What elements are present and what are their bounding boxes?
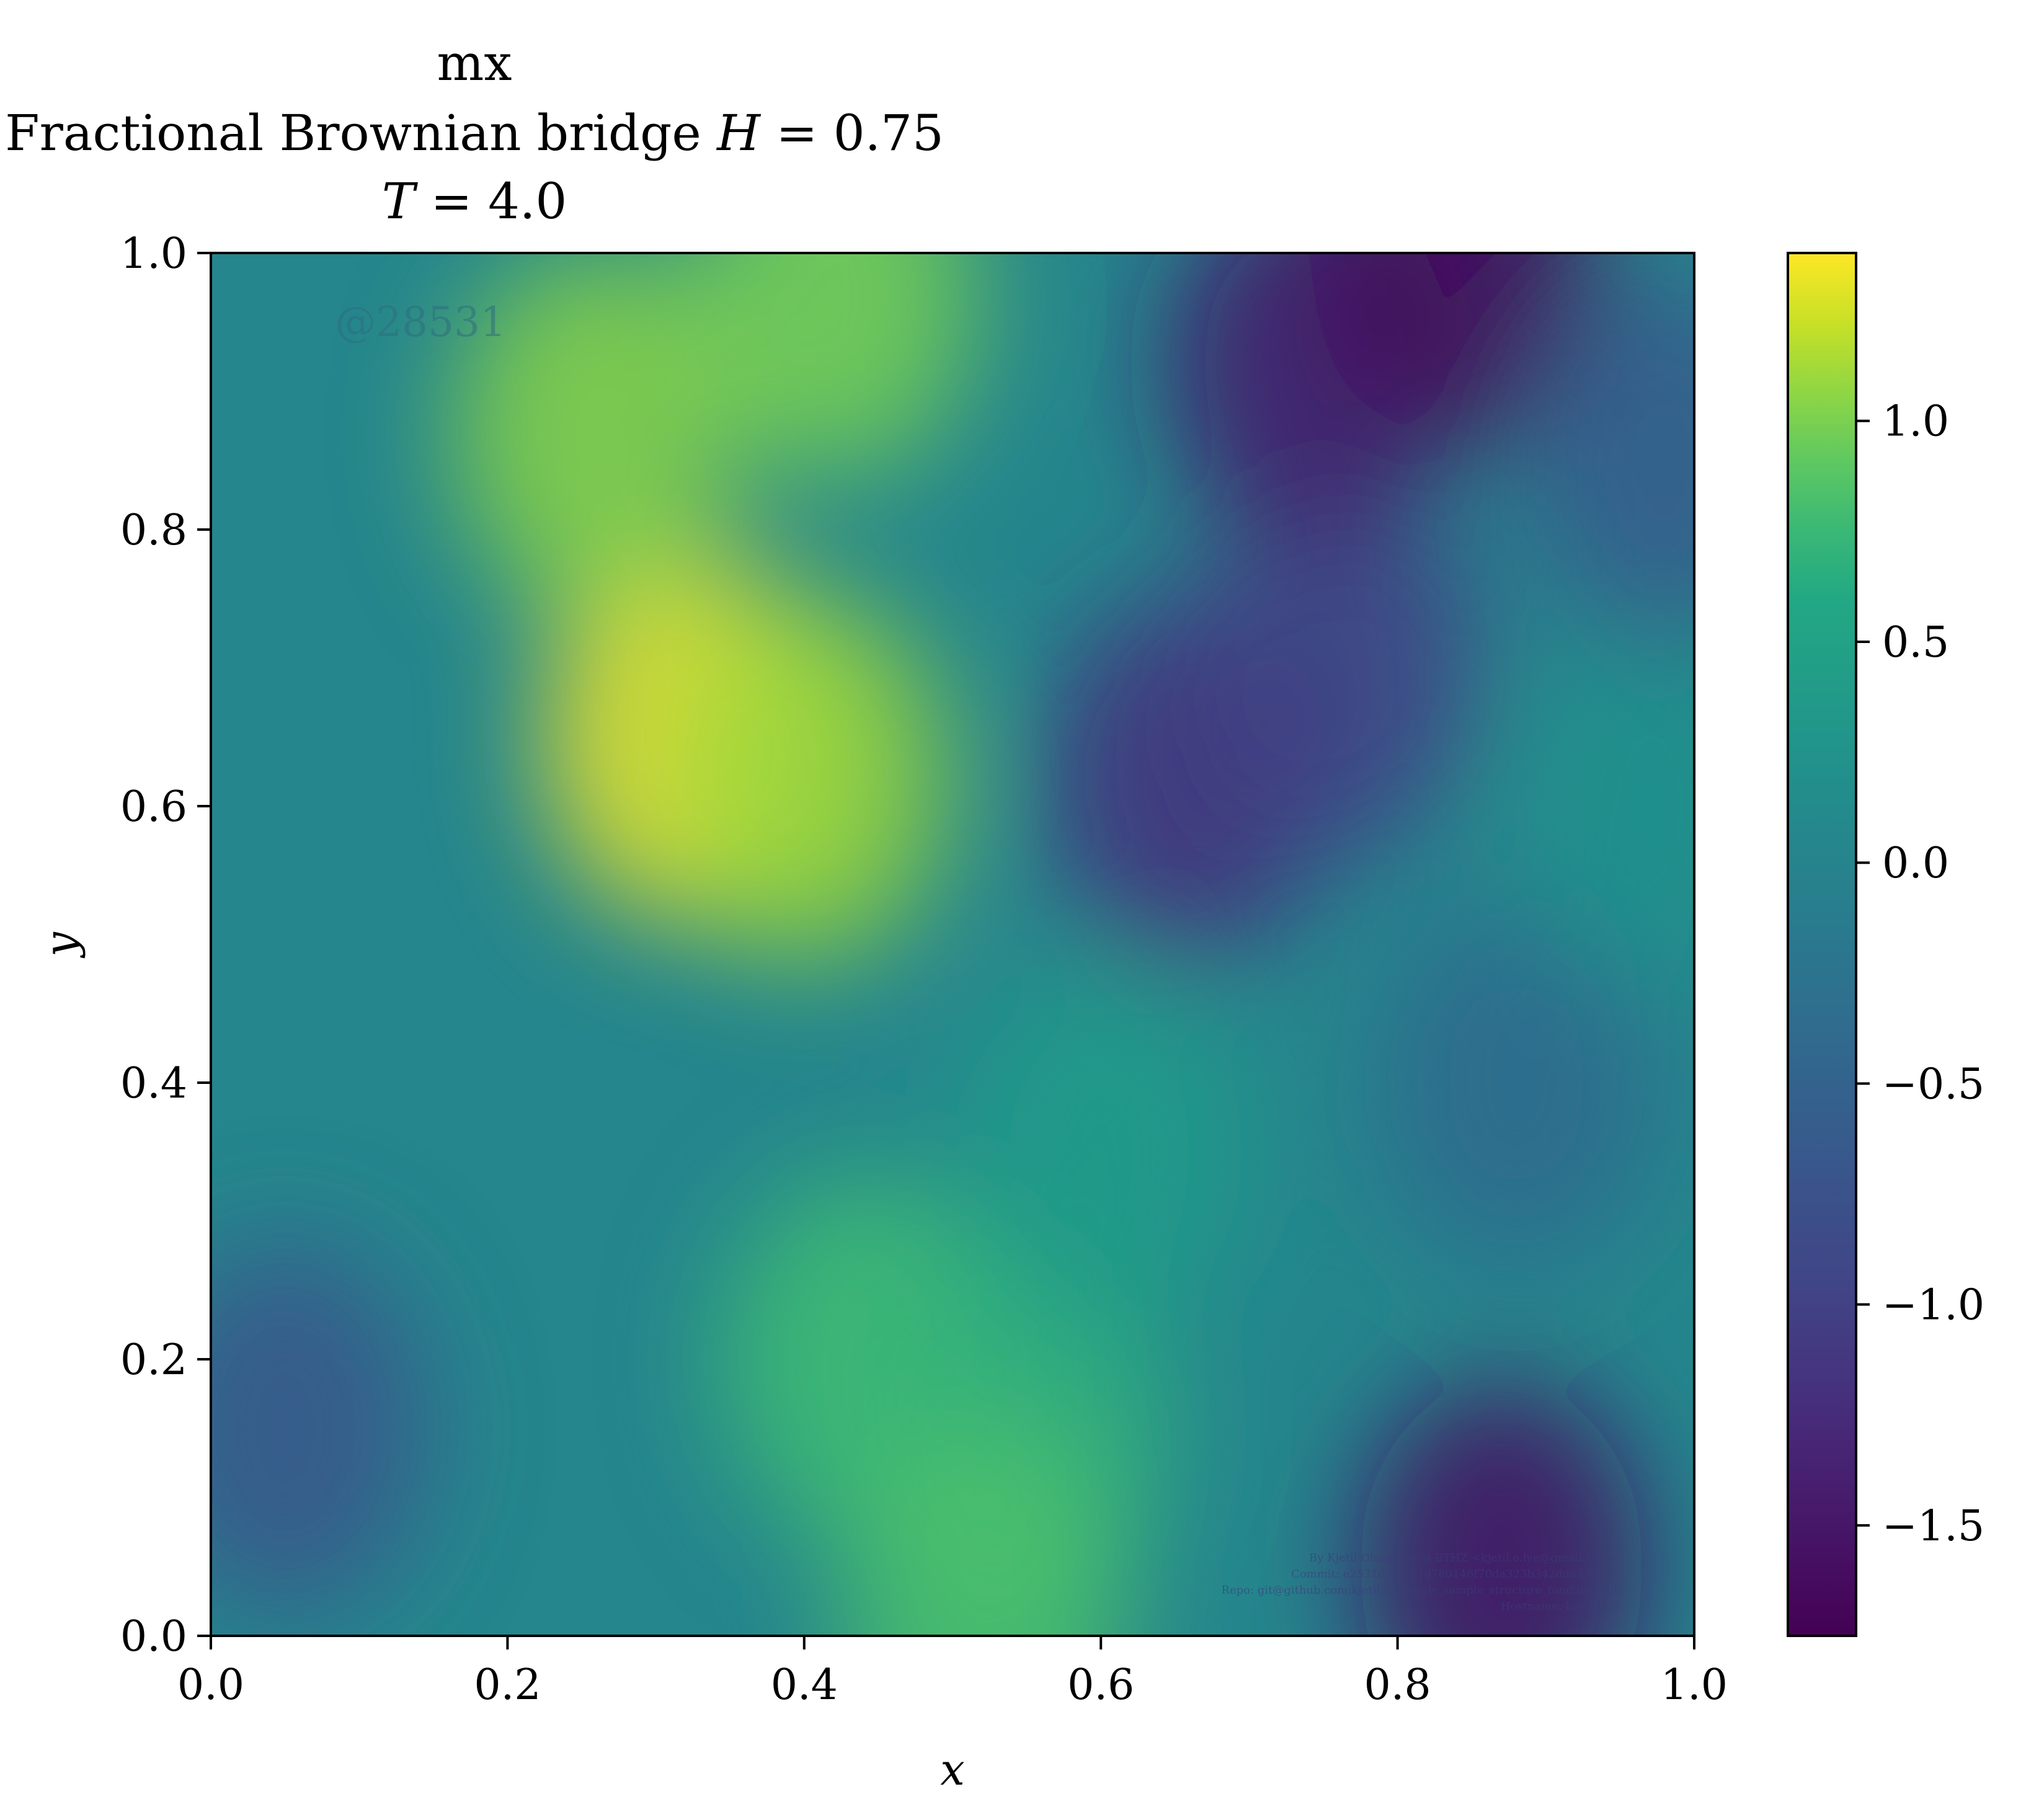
colorbar-tick-label: 0.5 (1882, 618, 1949, 667)
field-feature (1359, 1380, 1644, 1636)
field-feature (1507, 620, 1694, 992)
colorbar-tick-label: 0.0 (1882, 839, 1949, 888)
colorbar-tick-label: 1.0 (1882, 397, 1949, 446)
field-feature (958, 965, 1244, 1338)
metadata-watermark: By Kjetil Olsen Lye @ ETHZ <kjetil.o.lye… (1221, 1551, 1619, 1613)
y-axis: 0.0 0.2 0.4 0.6 0.8 1.0 (120, 229, 211, 1661)
title-line2-var: H (717, 104, 760, 162)
title-line2-prefix: Fractional Brownian bridge (5, 104, 718, 162)
colorbar-ticks: 1.0 0.5 0.0 −0.5 −1.0 −1.5 (1856, 397, 1984, 1551)
chart-title-line2: Fractional Brownian bridge H = 0.75 (0, 109, 949, 158)
x-tick-label: 0.6 (1067, 1661, 1134, 1710)
y-tick-label: 0.4 (120, 1059, 187, 1108)
y-axis-label: y (35, 931, 86, 959)
title-line3-suffix: = 4.0 (415, 172, 567, 230)
field-feature (1314, 253, 1600, 453)
colorbar-tick-label: −0.5 (1882, 1060, 1984, 1109)
colorbar-frame (1787, 252, 1857, 1637)
field-feature (1373, 897, 1659, 1269)
colorbar: 1.0 0.5 0.0 −0.5 −1.0 −1.5 (1787, 252, 1984, 1637)
title-line3-var: T (381, 172, 415, 230)
x-axis: 0.0 0.2 0.4 0.6 0.8 1.0 (177, 1636, 1728, 1710)
plot-frame (210, 252, 1695, 1637)
chart-title-line1: mx (437, 34, 512, 92)
heatmap (211, 253, 1694, 1636)
x-tick-label: 0.4 (771, 1661, 838, 1710)
y-tick-label: 0.0 (120, 1612, 187, 1661)
y-tick-label: 0.8 (120, 506, 187, 555)
field-feature (839, 1422, 1125, 1636)
field-feature (1522, 274, 1694, 647)
metadata-line: By Kjetil Olsen Lye @ ETHZ <kjetil.o.lye… (1309, 1551, 1619, 1565)
field-feature (691, 253, 977, 481)
metadata-line: Repo: git@github.com:kjetil-lye/single_s… (1221, 1584, 1619, 1597)
colorbar-tick-label: −1.0 (1882, 1281, 1984, 1330)
field-feature (661, 592, 947, 965)
field-feature (453, 253, 739, 619)
field-feature (211, 1242, 428, 1615)
x-tick-label: 0.8 (1364, 1661, 1431, 1710)
y-tick-label: 0.2 (120, 1336, 187, 1385)
x-axis-label: x (940, 1744, 964, 1795)
x-tick-label: 0.2 (474, 1661, 541, 1710)
field-feature (1195, 482, 1481, 854)
x-tick-label: 1.0 (1661, 1661, 1728, 1710)
metadata-line: Hostname: lo-a2-058 (1501, 1600, 1619, 1613)
heatmap-field (211, 253, 1694, 1636)
x-tick-label: 0.0 (177, 1661, 244, 1710)
title-line2-suffix: = 0.75 (760, 104, 944, 162)
colorbar-fill (1788, 253, 1856, 1636)
chart-title-line3: T = 4.0 (0, 177, 949, 226)
colorbar-tick-label: −1.5 (1882, 1502, 1984, 1551)
metadata-line: Commit: e2531d56c4f10780146f70da323b342d… (1291, 1568, 1619, 1581)
y-tick-label: 1.0 (120, 229, 187, 278)
y-tick-label: 0.6 (120, 783, 187, 832)
sample-label: @28531 (335, 298, 506, 346)
